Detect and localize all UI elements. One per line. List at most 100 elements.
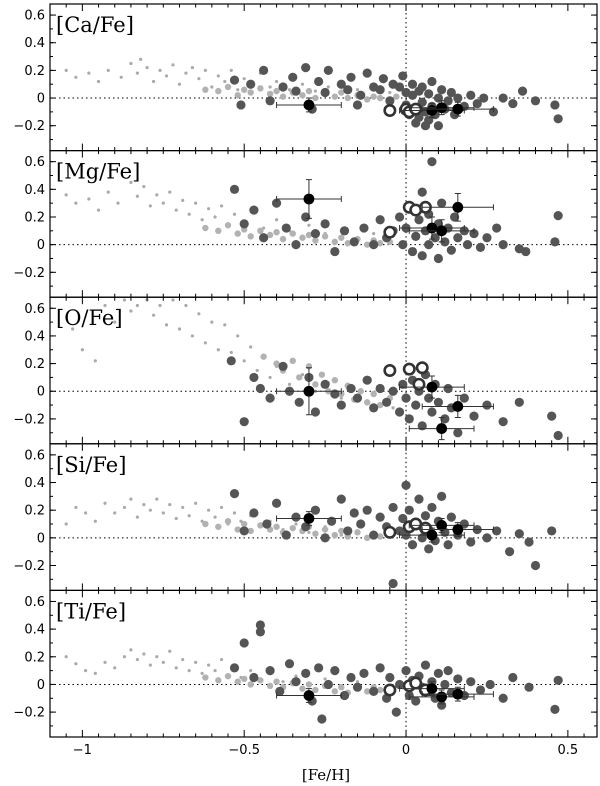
data-point-circle [271,498,282,508]
data-point-small-dot [155,193,159,197]
data-point-circle [249,205,259,215]
data-point-dot [376,401,384,409]
data-point-circle [440,414,450,424]
data-point-small-dot [129,61,133,66]
data-point-circle [301,522,311,532]
panel-marks [71,298,563,441]
data-point-small-dot [155,655,159,659]
data-point-circle [385,672,395,683]
data-point-small-dot [313,89,318,93]
data-point-dot [289,357,296,365]
data-point-circle [265,96,275,106]
y-tick-label: −0.2 [13,559,45,574]
data-point-circle [249,508,259,518]
data-point-small-dot [74,662,78,666]
data-point-filled-circle [303,385,315,397]
data-point-circle [440,237,450,247]
data-point-small-dot [294,674,298,678]
data-point-small-dot [135,194,139,198]
data-point-small-dot [194,201,198,205]
data-point-dot [393,93,400,100]
data-point-circle [239,219,249,229]
data-point-circle [369,530,379,540]
data-point-small-dot [135,657,139,662]
y-tick-label: 0.2 [24,504,45,519]
data-point-dot [338,684,345,691]
data-point-small-dot [129,497,133,501]
data-point-small-dot [229,68,233,72]
data-point-small-dot [203,68,207,72]
y-tick-label: 0.4 [24,329,45,344]
data-point-dot [305,87,313,95]
data-point-circle [550,704,560,714]
data-point-small-dot [197,312,201,316]
data-point-dot [305,681,313,688]
data-point-circle [469,411,479,421]
data-point-circle [259,233,269,243]
data-point-small-dot [268,375,272,380]
data-point-dot [331,93,339,100]
data-point-small-dot [200,218,204,222]
data-point-circle [375,663,385,673]
data-point-dot [370,390,377,398]
data-point-dot [299,92,306,99]
data-point-circle [284,659,295,669]
data-point-dot [305,231,313,239]
data-point-circle [498,240,508,250]
data-point-circle [281,530,291,540]
data-point-small-dot [372,231,376,236]
panel-ti-fe: −0.2 0 0.2 0.4 0.6 [Ti/Fe] [13,589,598,738]
data-point-circle [330,666,340,676]
data-point-circle [323,65,333,75]
data-point-circle [330,246,340,257]
data-point-dot [312,237,319,244]
data-point-circle [485,679,495,690]
data-point-small-dot [174,208,178,212]
data-point-circle [437,85,447,95]
data-point-small-dot [161,201,165,205]
data-point-small-dot [249,669,253,673]
data-point-circle [479,93,489,103]
data-point-dot [363,534,371,542]
data-point-small-dot [64,68,68,72]
data-point-small-dot [184,71,188,75]
y-tick-label: 0.6 [24,9,45,24]
data-point-small-dot [355,88,360,92]
data-point-circle [346,383,356,394]
data-point-circle [550,237,560,247]
series-circle [229,620,563,724]
data-point-dot [318,371,326,378]
panel-frame [49,443,598,591]
data-point-circle [343,526,353,536]
data-point-dot [257,85,264,92]
data-point-circle [547,411,557,421]
data-point-dot [338,234,345,241]
data-point-small-dot [326,85,330,89]
panel-label-si-fe: [Si/Fe] [56,453,126,477]
data-point-small-dot [74,201,78,205]
data-point-circle [414,215,424,225]
data-point-small-dot [145,66,149,70]
data-point-circle [275,686,285,696]
data-point-circle [498,417,508,427]
data-point-small-dot [190,334,195,338]
data-point-circle [443,383,453,394]
data-point-circle [388,578,398,589]
data-point-circle [382,397,392,407]
series-filled-circle [276,511,494,543]
series-filled-circle [276,367,494,441]
data-point-circle [320,379,330,389]
data-point-dot [370,93,377,100]
panel-label-mg-fe: [Mg/Fe] [56,160,140,184]
data-point-small-dot [229,350,233,355]
data-point-circle [401,480,411,490]
data-point-circle [349,508,359,518]
data-point-small-dot [96,208,101,212]
data-point-small-dot [155,497,159,501]
data-point-open-circle [402,362,416,376]
series-filled-circle [276,681,494,705]
data-point-small-dot [187,212,191,216]
data-point-dot [289,230,296,237]
data-point-small-dot [307,530,311,534]
data-point-circle [424,393,434,403]
